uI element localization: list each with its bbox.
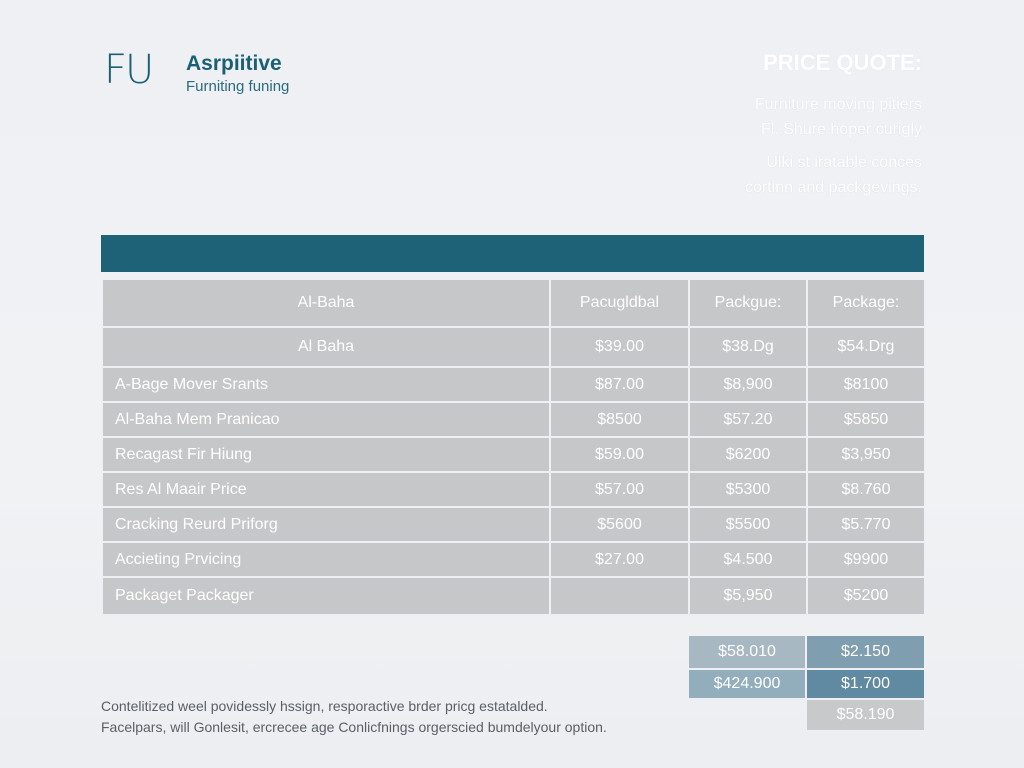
price-cell: $87.00 — [549, 366, 690, 403]
item-cell: Cracking Reurd Priforg — [101, 506, 551, 543]
price-cell: $57.00 — [549, 471, 690, 508]
column-header: Al-Baha — [101, 278, 551, 328]
item-cell: Res Al Maair Price — [101, 471, 551, 508]
company-name: Asrpiitive — [186, 52, 282, 75]
price-cell: $5.770 — [806, 506, 926, 543]
footnote-line: Facelpars, will Gonlesit, ercrecee age C… — [101, 719, 607, 735]
total-cell: $58.190 — [807, 700, 924, 730]
quote-title: PRICE QUOTE: — [763, 50, 922, 75]
table-header-row: Al-Baha Pacugldbal Packgue: Package: — [101, 278, 926, 328]
table-subheader-row: Al Baha $39.00 $38.Dg $54.Drg — [101, 326, 926, 368]
table-row: Accieting Prvicing $27.00 $4.500 $9900 — [101, 541, 926, 578]
subtotal-cell: $424.900 — [689, 670, 805, 698]
company-tagline: Furniting funing — [186, 78, 290, 95]
table-row: A-Bage Mover Srants $87.00 $8,900 $8100 — [101, 366, 926, 403]
table-row: Res Al Maair Price $57.00 $5300 $8.760 — [101, 471, 926, 508]
table-row: Cracking Reurd Priforg $5600 $5500 $5.77… — [101, 506, 926, 543]
subtotal-cell: $2.150 — [807, 636, 924, 668]
item-cell: Accieting Prvicing — [101, 541, 551, 578]
price-cell: $6200 — [688, 436, 808, 473]
subheader-cell: $54.Drg — [806, 326, 926, 368]
table-row: Packaget Packager $5,950 $5200 — [101, 576, 926, 616]
price-cell: $8100 — [806, 366, 926, 403]
table-header-bar — [101, 235, 924, 272]
subtotal-cell: $1.700 — [807, 670, 924, 698]
item-cell: A-Bage Mover Srants — [101, 366, 551, 403]
logo-mark: FU — [104, 47, 154, 93]
item-cell: Al-Baha Mem Pranicao — [101, 401, 551, 438]
subheader-cell: Al Baha — [101, 326, 551, 368]
price-cell — [549, 576, 690, 616]
table-row: Recagast Fir Hiung $59.00 $6200 $3,950 — [101, 436, 926, 473]
price-cell: $3,950 — [806, 436, 926, 473]
table-row: Al-Baha Mem Pranicao $8500 $57.20 $5850 — [101, 401, 926, 438]
price-cell: $57.20 — [688, 401, 808, 438]
price-cell: $27.00 — [549, 541, 690, 578]
price-cell: $59.00 — [549, 436, 690, 473]
quote-line: cortinn and packgevings. — [745, 179, 922, 196]
price-cell: $5500 — [688, 506, 808, 543]
price-cell: $5850 — [806, 401, 926, 438]
price-cell: $8500 — [549, 401, 690, 438]
price-table: Al-Baha Pacugldbal Packgue: Package: Al … — [101, 278, 926, 616]
quote-header: PRICE QUOTE: Furniture moving pitiers Fl… — [745, 50, 922, 200]
price-cell: $5200 — [806, 576, 926, 616]
footnote-line: Contelitized weel povidessly hssign, res… — [101, 698, 548, 714]
subheader-cell: $39.00 — [549, 326, 690, 368]
price-cell: $5,950 — [688, 576, 808, 616]
column-header: Packgue: — [688, 278, 808, 328]
subtotal-cell: $58.010 — [689, 636, 805, 668]
footnote: Contelitized weel povidessly hssign, res… — [101, 696, 701, 738]
subheader-cell: $38.Dg — [688, 326, 808, 368]
price-cell: $8,900 — [688, 366, 808, 403]
column-header: Package: — [806, 278, 926, 328]
item-cell: Recagast Fir Hiung — [101, 436, 551, 473]
quote-line: Fl. Shure hoper curigly — [761, 121, 922, 138]
price-cell: $5600 — [549, 506, 690, 543]
price-cell: $9900 — [806, 541, 926, 578]
quote-line: Ulki st iratable conces — [766, 154, 922, 171]
price-cell: $4.500 — [688, 541, 808, 578]
price-cell: $8.760 — [806, 471, 926, 508]
column-header: Pacugldbal — [549, 278, 690, 328]
item-cell: Packaget Packager — [101, 576, 551, 616]
price-cell: $5300 — [688, 471, 808, 508]
quote-line: Furniture moving pitiers — [754, 96, 922, 113]
